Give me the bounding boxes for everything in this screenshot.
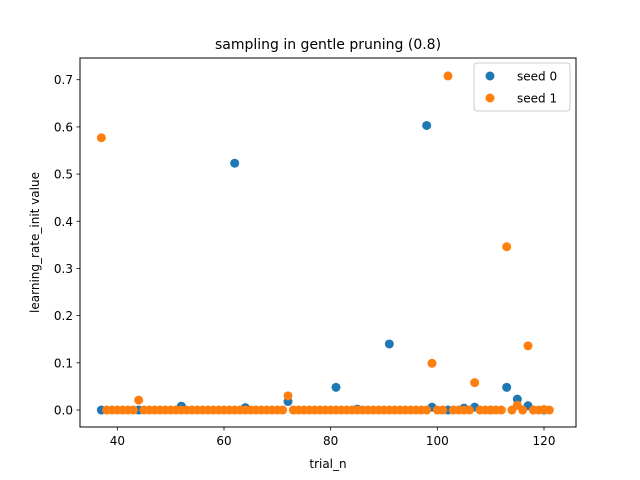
point-seed-0-9 [422, 120, 432, 130]
point-seed-1-76 [502, 242, 512, 252]
point-seed-1-35 [283, 391, 293, 401]
y-tick-label: 0.1 [54, 356, 73, 370]
x-tick-label: 60 [216, 434, 231, 448]
y-tick-label: 0.4 [54, 215, 73, 229]
point-seed-1-62 [427, 358, 437, 368]
legend-box [473, 62, 571, 112]
point-seed-1-70 [470, 378, 480, 388]
point-seed-0-3 [230, 158, 240, 168]
y-axis-label: learning_rate_init value [28, 172, 42, 313]
point-seed-1-7 [134, 395, 144, 405]
y-tick-label: 0.7 [54, 73, 73, 87]
chart-title: sampling in gentle pruning (0.8) [215, 37, 441, 53]
x-axis-ticks: 40 60 80 100 120 [110, 427, 556, 448]
point-seed-1-69 [464, 405, 474, 415]
point-seed-0-8 [384, 339, 394, 349]
plot-frame [79, 57, 577, 428]
point-seed-1-65 [443, 71, 453, 81]
legend-marker-seed-1 [485, 93, 495, 103]
y-tick-label: 0.3 [54, 262, 73, 276]
point-seed-0-6 [331, 382, 341, 392]
x-axis-label: trial_n [309, 457, 346, 471]
point-seed-1-61 [422, 405, 432, 415]
x-tick-label: 80 [323, 434, 338, 448]
x-tick-label: 120 [533, 434, 556, 448]
point-seed-1-80 [523, 341, 533, 351]
y-tick-label: 0.2 [54, 309, 73, 323]
legend-label-seed-0: seed 0 [517, 70, 557, 84]
data-points [96, 71, 554, 415]
y-tick-label: 0.6 [54, 120, 73, 134]
y-tick-label: 0.5 [54, 168, 73, 182]
legend-label-seed-1: seed 1 [517, 92, 557, 106]
legend: seed 0 seed 1 [473, 62, 571, 112]
point-seed-1-84 [544, 405, 554, 415]
point-seed-1-0 [96, 133, 106, 143]
point-seed-1-79 [518, 405, 528, 415]
y-axis-ticks: 0.0 0.1 0.2 0.3 0.4 0.5 0.6 0.7 [54, 73, 80, 418]
point-seed-0-15 [502, 382, 512, 392]
legend-marker-seed-0 [485, 71, 495, 81]
point-seed-1-34 [278, 405, 288, 415]
x-tick-label: 100 [426, 434, 449, 448]
x-tick-label: 40 [110, 434, 125, 448]
point-seed-1-64 [438, 405, 448, 415]
point-seed-1-6 [128, 405, 138, 415]
point-seed-1-75 [496, 405, 506, 415]
y-tick-label: 0.0 [54, 404, 73, 418]
